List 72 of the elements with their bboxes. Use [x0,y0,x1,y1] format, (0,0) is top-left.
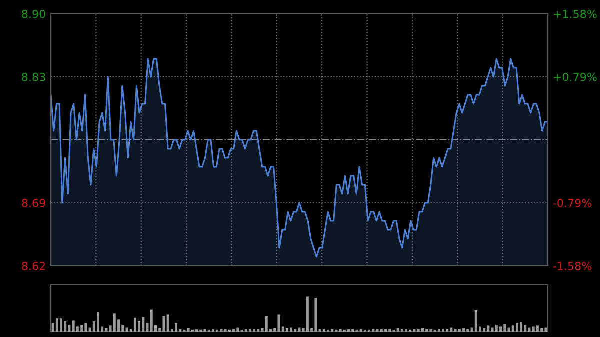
bar [405,329,408,332]
bar [162,316,166,332]
bar [491,328,494,332]
y-tick-label: 8.69 [22,198,46,208]
bar [532,326,535,332]
bar [384,329,387,332]
bar [540,328,544,332]
bar [396,328,400,332]
y2-tick-label: +1.58% [554,10,597,18]
bar [134,318,136,332]
bar [454,329,457,332]
bar [524,324,527,332]
bar [544,328,548,332]
y2-tick-label: -1.58% [553,262,592,270]
bar [282,326,284,332]
bar [142,317,145,332]
bar [97,312,100,332]
bar [253,329,256,332]
bar [516,323,518,332]
bar [80,324,84,332]
bar [339,329,342,332]
bar [512,326,514,332]
bar [536,326,539,332]
bar [458,329,461,332]
bar [352,329,354,332]
bar [487,326,490,332]
bar [474,310,478,332]
bar [64,321,67,332]
bar [113,314,116,332]
bar [105,328,108,332]
bar [388,329,392,332]
bar [462,328,466,332]
bar [84,323,88,332]
bar [306,296,309,332]
bar [504,324,506,332]
bar [265,316,268,332]
bar [236,328,240,332]
bar [166,314,170,332]
y2-tick-label: -0.79% [553,198,592,208]
y-tick-label: 8.90 [22,10,46,18]
bar [314,298,318,332]
bar [244,329,248,332]
bar [376,329,379,332]
bar [278,314,280,332]
bar [294,329,297,332]
bar [421,328,424,332]
bar [290,328,293,332]
bar [56,318,58,332]
bar [466,329,470,332]
y-tick-label: 8.83 [22,72,46,82]
y2-tick-label: +0.79% [554,72,597,82]
bar [495,324,498,332]
bar [438,329,440,332]
y-tick-label: 8.62 [22,262,46,270]
bar [483,328,486,332]
bar [175,323,178,332]
bar [150,310,153,332]
bar [442,329,444,332]
bar [450,328,453,332]
bar [187,328,190,332]
bar [508,328,510,332]
bar [286,328,288,332]
bar [72,320,75,332]
bar [60,318,62,332]
bar [318,329,322,332]
bar [257,329,260,332]
bar [138,321,141,332]
bar [426,329,428,332]
bar [500,326,502,332]
bar [224,329,227,332]
bar [204,329,206,332]
bar [520,322,523,332]
